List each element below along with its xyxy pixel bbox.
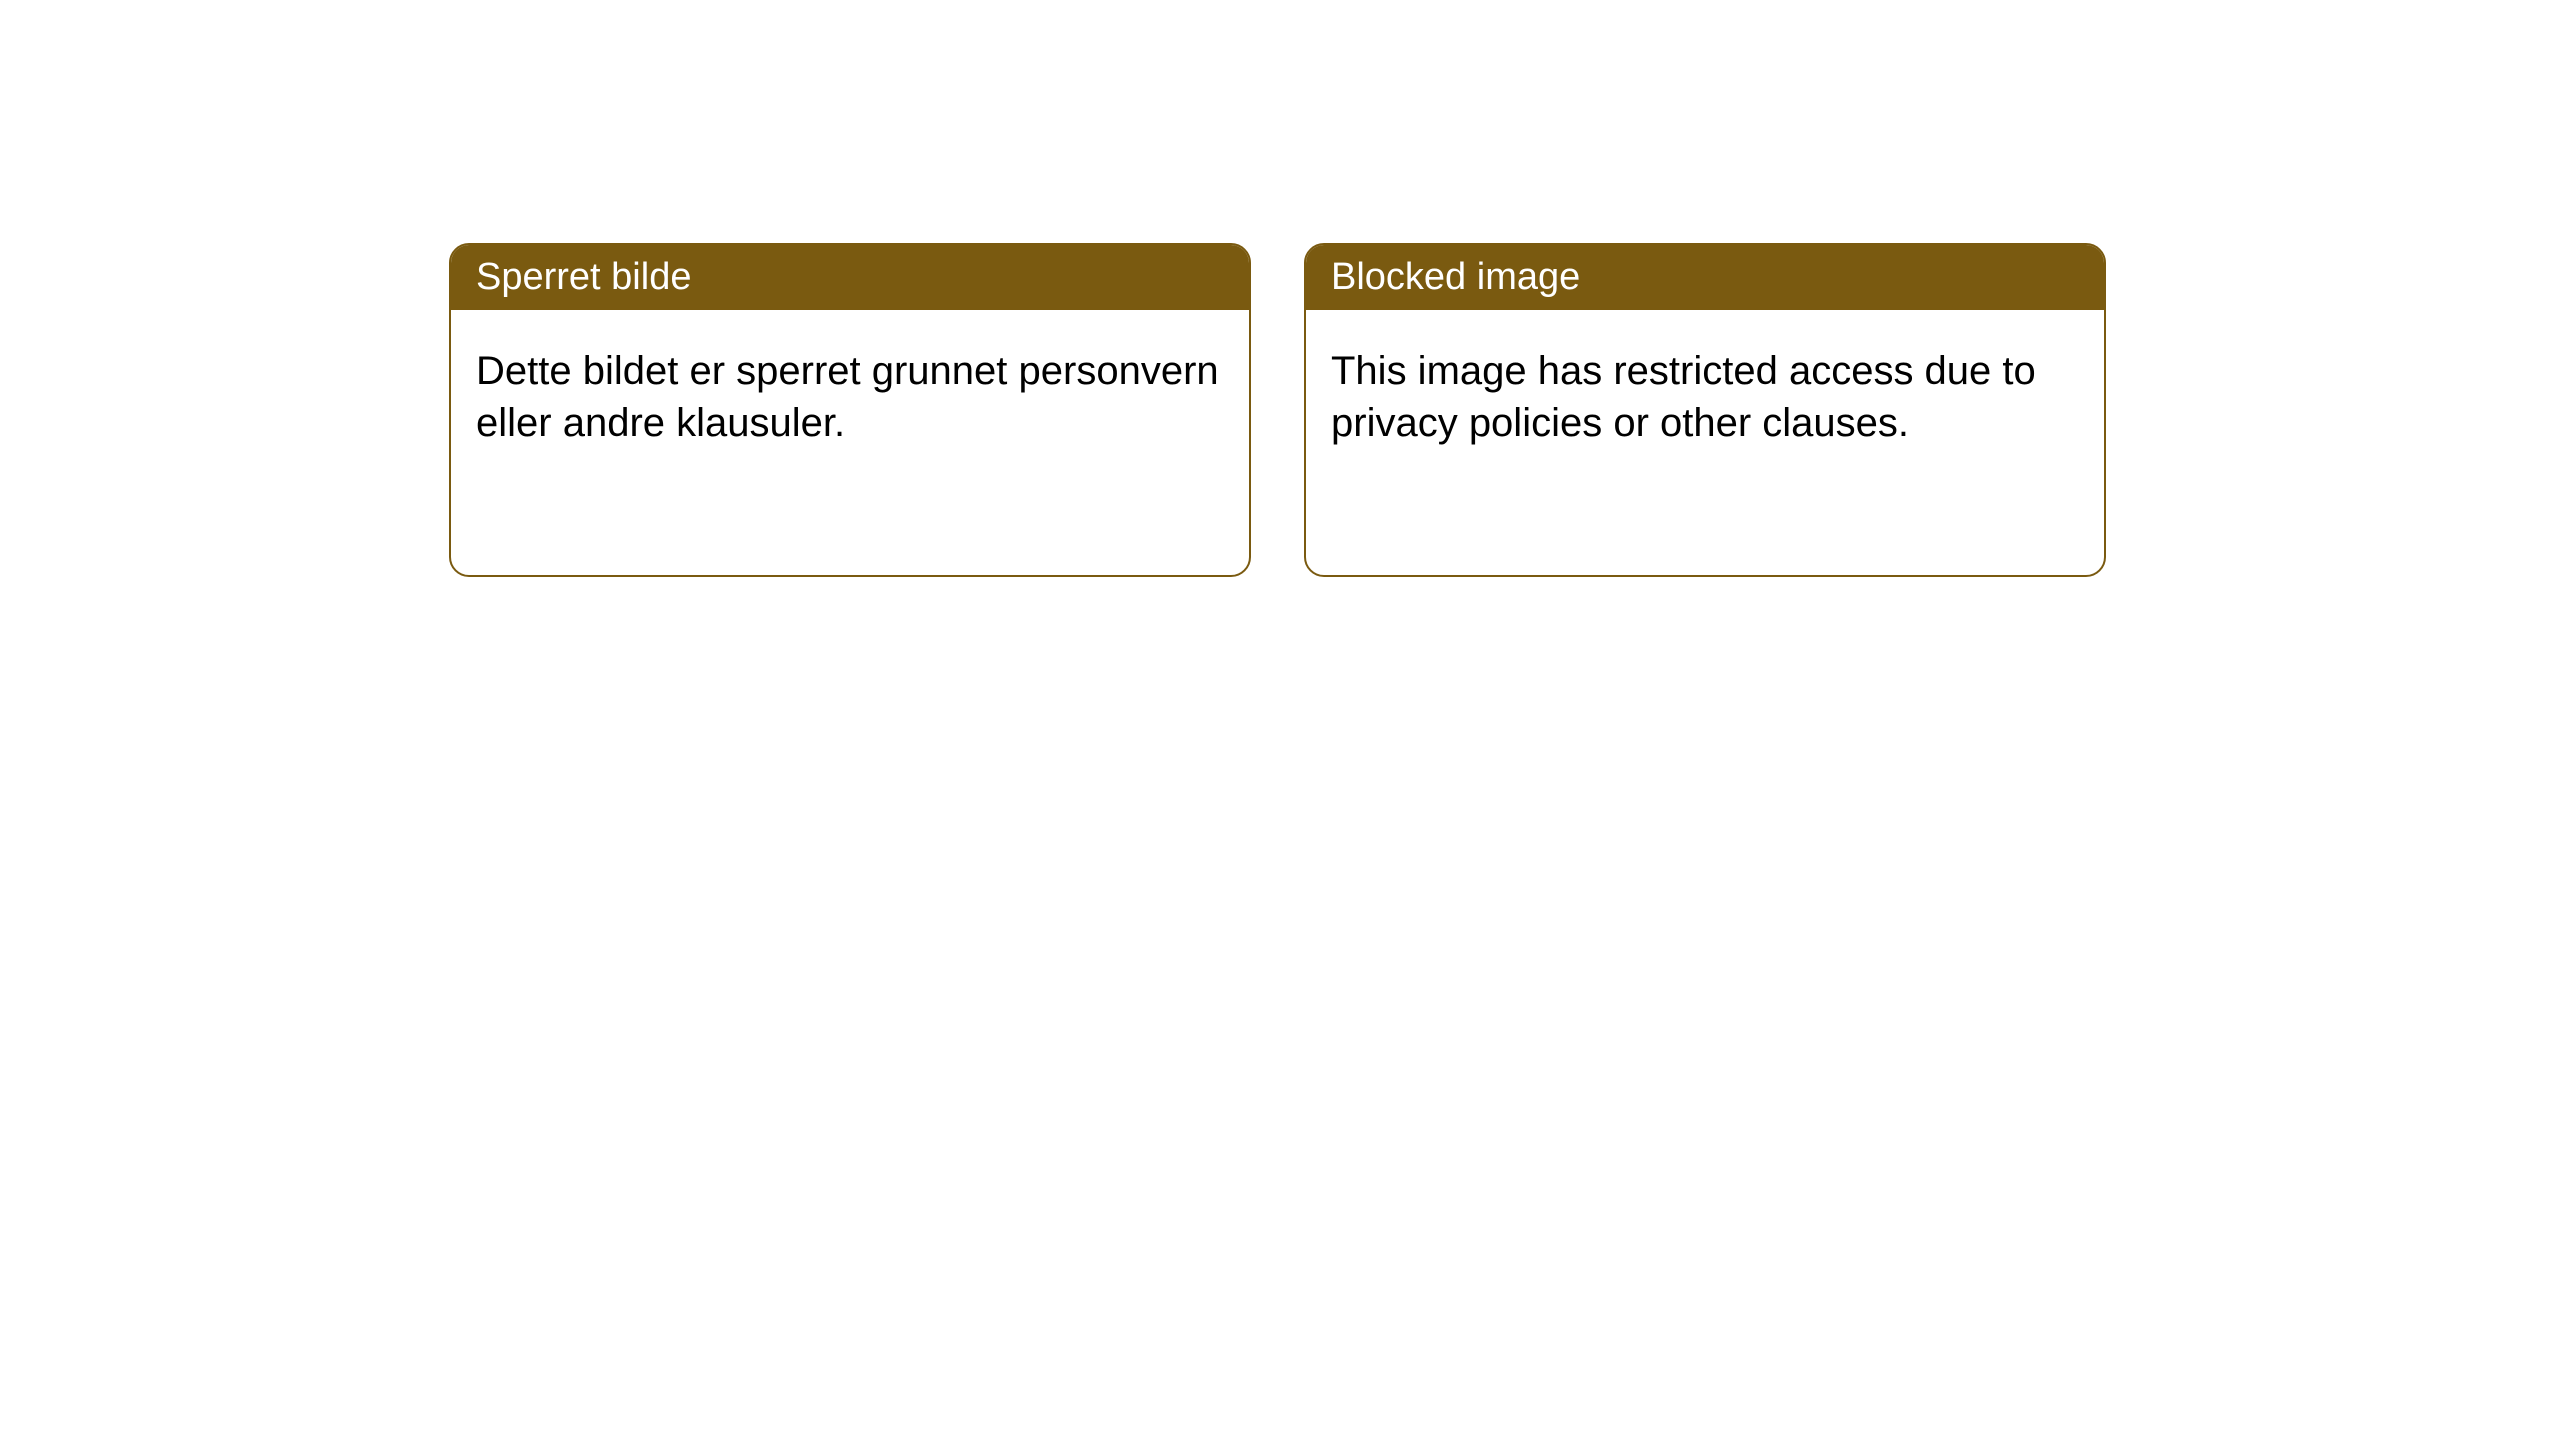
blocked-image-card-no: Sperret bilde Dette bildet er sperret gr… <box>449 243 1251 577</box>
blocked-image-notices: Sperret bilde Dette bildet er sperret gr… <box>449 243 2106 577</box>
card-message-en: This image has restricted access due to … <box>1331 349 2036 445</box>
card-body-en: This image has restricted access due to … <box>1306 310 2104 484</box>
card-title-no: Sperret bilde <box>476 256 691 298</box>
card-header-no: Sperret bilde <box>451 245 1249 310</box>
card-message-no: Dette bildet er sperret grunnet personve… <box>476 349 1219 445</box>
card-header-en: Blocked image <box>1306 245 2104 310</box>
card-title-en: Blocked image <box>1331 256 1580 298</box>
card-body-no: Dette bildet er sperret grunnet personve… <box>451 310 1249 484</box>
blocked-image-card-en: Blocked image This image has restricted … <box>1304 243 2106 577</box>
